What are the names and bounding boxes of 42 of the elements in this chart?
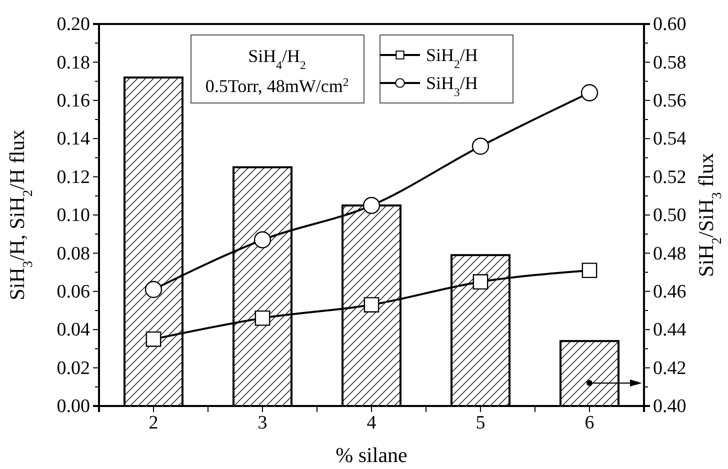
point — [472, 138, 490, 155]
x-axis-title: % silane — [336, 443, 408, 467]
point — [144, 280, 162, 298]
y2-tick-label: 0.42 — [653, 358, 686, 379]
y-tick-label: 0.12 — [56, 166, 90, 188]
x-tick-label: 2 — [148, 412, 158, 434]
y2-tick-label: 0.48 — [653, 243, 686, 264]
y2-tick-label: 0.40 — [653, 396, 686, 418]
y-tick-label: 0.00 — [56, 396, 90, 418]
point — [580, 84, 598, 102]
x-tick-label: 6 — [584, 412, 594, 434]
legend-label: SiH$_{3}$/H — [426, 73, 478, 98]
y-tick-label: 0.08 — [56, 243, 90, 264]
y2-tick-label: 0.50 — [653, 205, 686, 226]
y-tick-label: 0.10 — [56, 205, 90, 226]
x-tick-label: 4 — [366, 412, 377, 434]
annotation: SiH$_{4}$/H$_{2}$ — [248, 46, 306, 72]
point — [362, 196, 380, 214]
y2-tick-label: 0.44 — [653, 320, 687, 341]
point — [254, 231, 272, 248]
point — [364, 297, 380, 312]
y2-tick-label: 0.46 — [653, 281, 686, 302]
y-tick-label: 0.14 — [56, 128, 90, 150]
y-tick-label: 0.16 — [56, 90, 90, 112]
y-tick-label: 0.02 — [56, 358, 90, 379]
y-tick-label: 0.04 — [56, 320, 90, 341]
annotation: 0.5Torr, 48mW/cm$^{2}$ — [205, 76, 349, 96]
point — [582, 262, 598, 278]
y-tick-label: 0.18 — [56, 52, 90, 74]
point — [472, 274, 488, 290]
y2-tick-label: 0.54 — [653, 128, 687, 150]
y-tick-label: 0.06 — [56, 281, 90, 302]
legend-label: SiH$_{2}$/H — [426, 45, 478, 70]
point — [254, 310, 270, 326]
point — [146, 331, 162, 347]
x-tick-label: 3 — [258, 412, 268, 434]
y2-tick-label: 0.52 — [653, 166, 686, 188]
y-tick-label: 0.20 — [56, 14, 90, 36]
y2-tick-label: 0.56 — [653, 90, 686, 112]
y2-tick-label: 0.58 — [653, 52, 686, 74]
x-tick-label: 5 — [476, 412, 486, 434]
y2-tick-label: 0.60 — [653, 14, 686, 36]
